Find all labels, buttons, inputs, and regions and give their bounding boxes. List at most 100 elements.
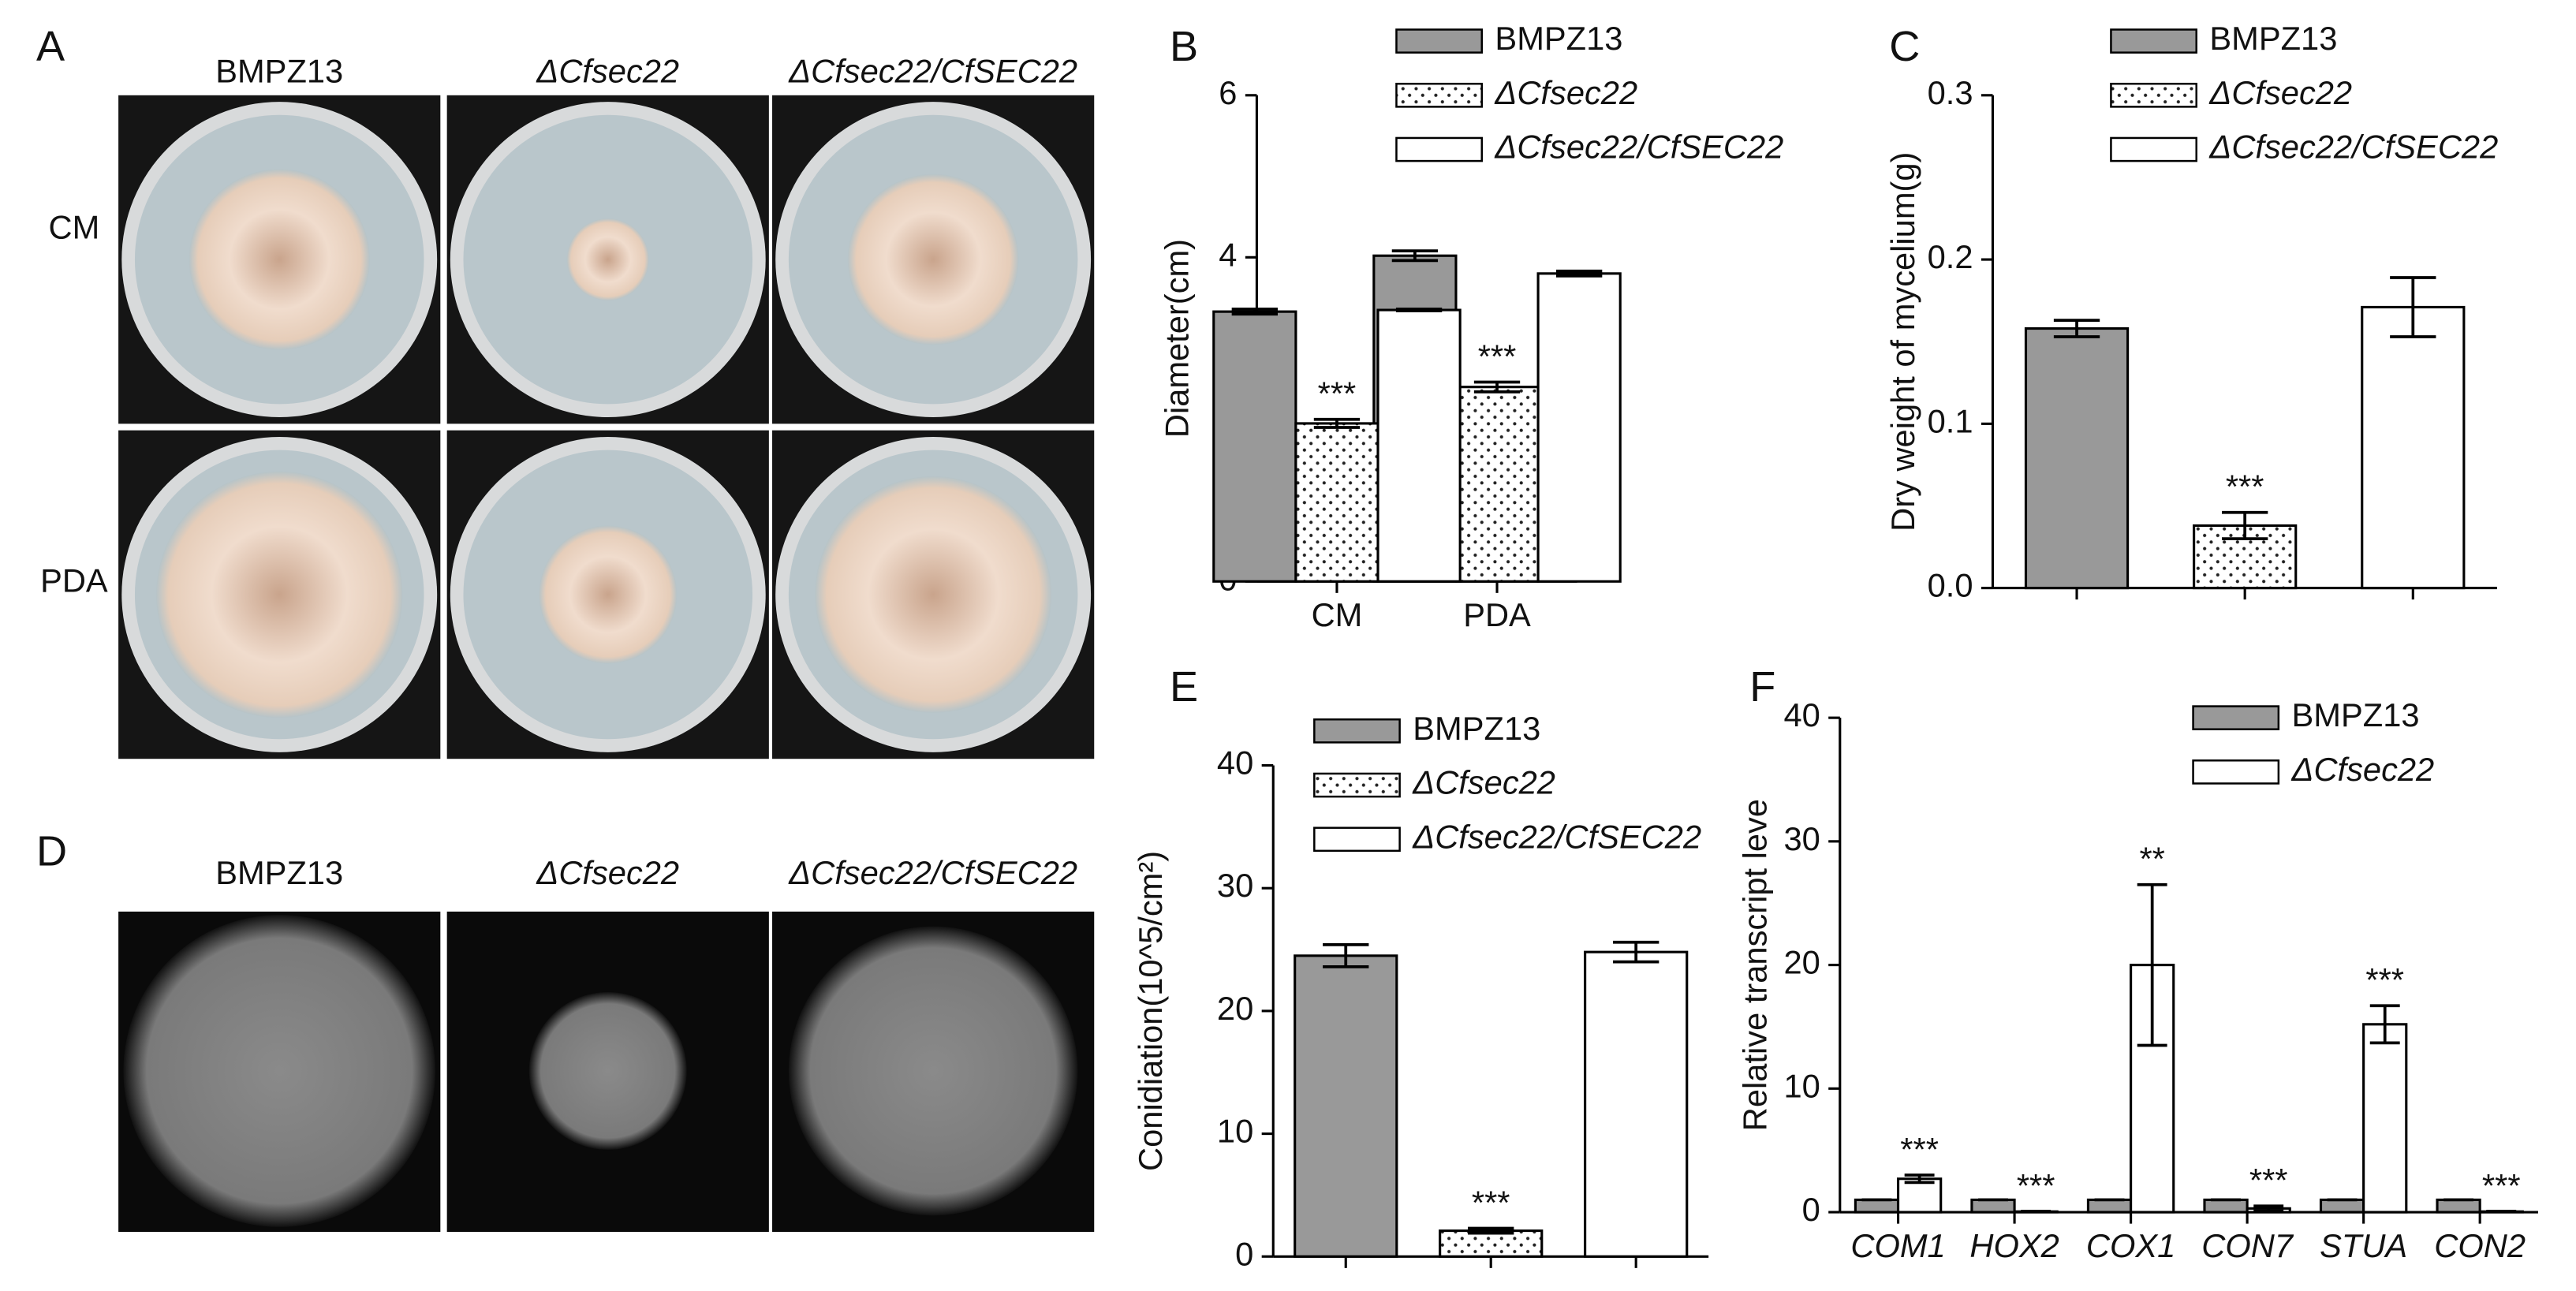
bar <box>2319 1198 2365 1214</box>
column-label: BMPZ13 <box>215 53 343 90</box>
error-bar <box>2222 510 2268 540</box>
y-tick-label: 40 <box>1217 744 1253 782</box>
significance-label: *** <box>2365 961 2404 998</box>
row-label: PDA <box>40 562 108 599</box>
y-axis-label: Dry weight of mycelium(g) <box>1884 152 1921 532</box>
significance-label: *** <box>1472 1184 1510 1221</box>
panel-letter: A <box>36 23 65 70</box>
legend-swatch <box>2192 759 2280 785</box>
column-label: ΔCfsec22/CfSEC22 <box>788 53 1077 90</box>
x-tick-label: PDA <box>1463 596 1531 633</box>
y-axis-label: Conidiation(10^5/cm²) <box>1132 851 1169 1171</box>
colony <box>189 169 370 350</box>
colony <box>123 915 436 1227</box>
error-bar <box>2053 319 2100 338</box>
significance-label: *** <box>2226 468 2264 506</box>
legend-label: ΔCfsec22/CfSEC22 <box>2208 129 2498 166</box>
error-bar <box>1395 308 1443 312</box>
colony <box>539 525 678 664</box>
legend-label: BMPZ13 <box>1413 710 1540 747</box>
legend-label: ΔCfsec22 <box>2208 74 2352 111</box>
bar <box>1536 272 1622 583</box>
bar <box>1212 310 1297 583</box>
error-bar <box>2021 1210 2051 1214</box>
x-tick-label: CM <box>1312 596 1363 633</box>
bar <box>2362 1023 2408 1214</box>
bar <box>1294 954 1398 1258</box>
error-bar <box>1556 269 1603 278</box>
legend-label: ΔCfsec22 <box>2291 751 2435 788</box>
panel-letter: E <box>1170 663 1198 711</box>
bar <box>1854 1198 1900 1214</box>
y-tick-label: 0.0 <box>1928 567 1973 604</box>
legend-swatch <box>2110 28 2197 54</box>
x-tick-label: COM1 <box>1850 1227 1945 1264</box>
row-label: CM <box>49 209 100 246</box>
error-bar <box>1323 942 1369 968</box>
y-tick-label: 10 <box>1217 1113 1253 1150</box>
colony <box>847 174 1019 345</box>
y-tick-label: 30 <box>1217 867 1253 904</box>
significance-label: *** <box>2482 1167 2521 1204</box>
bar <box>1439 1229 1544 1258</box>
bar <box>2436 1198 2481 1214</box>
error-bar <box>2369 1004 2400 1045</box>
legend-swatch <box>2110 136 2197 162</box>
legend-swatch <box>1313 826 1401 853</box>
legend-label: ΔCfsec22 <box>1412 764 1555 801</box>
legend-label: BMPZ13 <box>1495 20 1622 57</box>
error-bar <box>1473 380 1521 394</box>
error-bar <box>1231 308 1278 316</box>
column-label: ΔCfsec22 <box>536 53 679 90</box>
bar <box>2024 326 2130 590</box>
error-bar <box>2253 1204 2284 1213</box>
x-tick-label: STUA <box>2320 1227 2407 1264</box>
column-label: ΔCfsec22 <box>536 854 679 891</box>
colony <box>815 476 1052 713</box>
y-axis-label: Diameter(cm) <box>1159 239 1196 438</box>
legend-swatch <box>2192 705 2280 730</box>
error-bar <box>2390 276 2436 338</box>
significance-label: *** <box>2249 1162 2288 1199</box>
bar <box>1454 386 1540 583</box>
error-bar <box>1313 417 1361 429</box>
panel-letter: B <box>1170 23 1198 70</box>
colony <box>156 471 403 718</box>
legend-swatch <box>1395 82 1484 108</box>
legend-swatch <box>2110 82 2197 108</box>
legend-swatch <box>1395 136 1484 162</box>
colony <box>788 926 1078 1216</box>
legend-label: BMPZ13 <box>2292 696 2420 733</box>
significance-label: ** <box>2139 841 2164 878</box>
significance-label: *** <box>2017 1167 2055 1204</box>
y-tick-label: 10 <box>1783 1067 1820 1104</box>
y-tick-label: 30 <box>1783 820 1820 857</box>
x-tick-label: COX1 <box>2086 1227 2175 1264</box>
error-bar <box>1468 1226 1514 1235</box>
error-bar <box>1391 249 1439 263</box>
legend-label: BMPZ13 <box>2209 20 2337 57</box>
legend-swatch <box>1313 718 1401 744</box>
legend-label: ΔCfsec22 <box>1494 74 1637 111</box>
legend-label: ΔCfsec22/CfSEC22 <box>1494 129 1783 166</box>
column-label: ΔCfsec22/CfSEC22 <box>788 854 1077 891</box>
bar <box>1376 308 1462 583</box>
y-tick-label: 0 <box>1235 1235 1253 1272</box>
significance-label: *** <box>1318 375 1357 412</box>
bar <box>1970 1198 2016 1214</box>
y-tick-label: 0.2 <box>1928 238 1973 275</box>
error-bar <box>1904 1173 1935 1185</box>
bar <box>2203 1198 2249 1214</box>
y-tick-label: 6 <box>1219 74 1237 111</box>
y-tick-label: 0.1 <box>1928 402 1973 439</box>
x-tick-label: CON2 <box>2434 1227 2526 1264</box>
x-tick-label: CON7 <box>2201 1227 2294 1264</box>
colony <box>566 218 649 301</box>
error-bar <box>2137 882 2167 1047</box>
y-tick-label: 0.3 <box>1928 74 1973 111</box>
x-tick-label: HOX2 <box>1969 1227 2059 1264</box>
y-axis-label: Relative transcript leve <box>1737 799 1774 1131</box>
bar <box>1584 950 1689 1258</box>
y-tick-label: 0 <box>1802 1191 1820 1228</box>
